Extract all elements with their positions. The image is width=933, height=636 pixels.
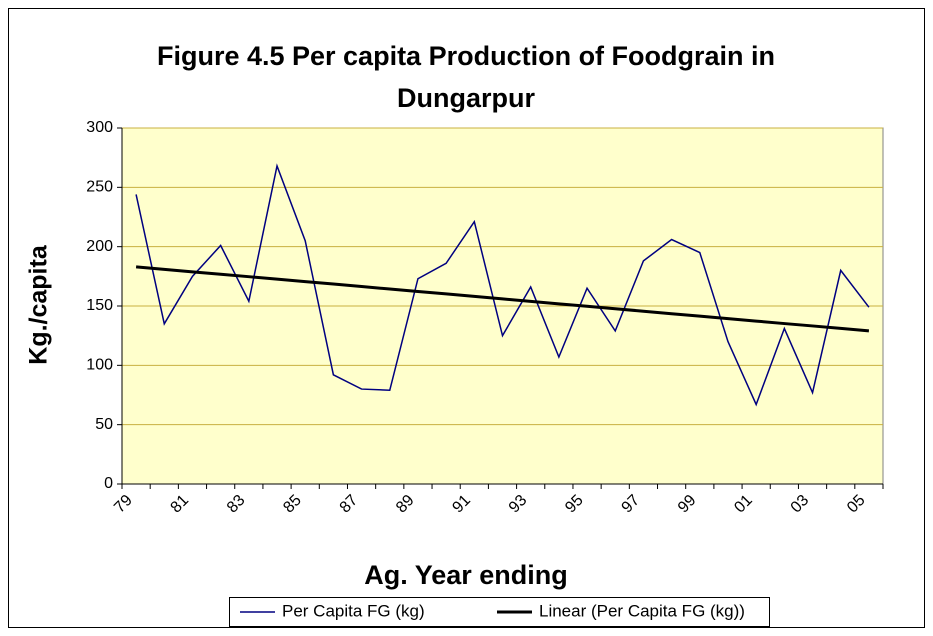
- y-tick-label: 300: [86, 119, 113, 136]
- legend-label: Linear (Per Capita FG (kg)): [539, 601, 745, 620]
- chart-title: Figure 4.5 Per capita Production of Food…: [157, 41, 775, 71]
- x-axis-title: Ag. Year ending: [364, 560, 568, 590]
- y-tick-label: 150: [86, 297, 113, 314]
- line-series: [135, 163, 870, 407]
- y-tick-label: 250: [86, 179, 113, 196]
- chart-title: Dungarpur: [397, 83, 535, 113]
- y-tick-label: 100: [86, 357, 113, 374]
- legend-label: Per Capita FG (kg): [282, 601, 425, 620]
- line-series: [135, 265, 870, 333]
- y-axis-title: Kg./capita: [25, 244, 53, 365]
- y-tick-label: 200: [86, 238, 113, 255]
- y-tick-label: 50: [95, 416, 113, 433]
- y-tick-label: 0: [104, 475, 113, 492]
